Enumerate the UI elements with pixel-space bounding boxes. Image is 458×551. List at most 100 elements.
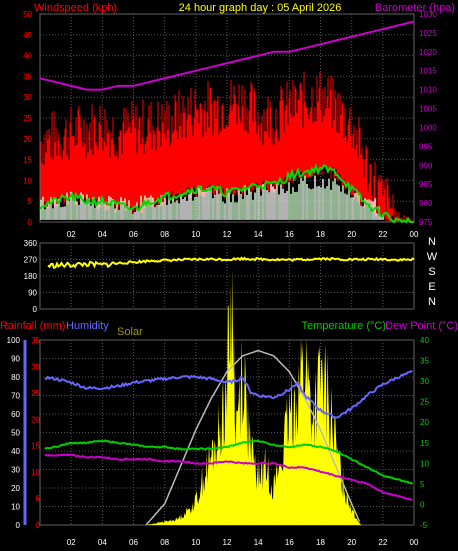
temperature-tick-label: 20 xyxy=(420,418,429,427)
temp-humidity-solar-panel: Rainfall (mm) Humidity Solar Temperature… xyxy=(0,267,458,547)
rainfall-ticks: 0 5 10 15 20 25 30 35 xyxy=(31,336,40,530)
temperature-tick-label: 15 xyxy=(420,439,429,448)
temperature-tick-label: 35 xyxy=(420,357,429,366)
windspeed-tick-label: 30 xyxy=(23,93,32,102)
direction-tick-label: 0 xyxy=(33,305,38,314)
direction-tick-label: 90 xyxy=(28,289,37,298)
barometer-ticks: 975 980 985 990 995 1000 1005 1010 1015 1020 1025 1… xyxy=(419,10,437,227)
x-tick-label: 14 xyxy=(254,538,263,547)
rainfall-axis-title: Rainfall (mm) xyxy=(0,320,65,332)
barometer-tick-label: 995 xyxy=(419,142,433,151)
wind-average-line xyxy=(39,162,415,224)
x-tick-label: 12 xyxy=(223,230,232,239)
x-tick-label: 22 xyxy=(378,538,387,547)
x-tick-label: 02 xyxy=(67,230,76,239)
windspeed-tick-label: 25 xyxy=(23,114,32,123)
x-tick-label: 10 xyxy=(191,230,200,239)
barometer-tick-label: 1015 xyxy=(419,67,437,76)
barometer-tick-label: 990 xyxy=(419,161,433,170)
rainfall-tick-label: 25 xyxy=(31,389,40,398)
x-tick-label: 16 xyxy=(285,538,294,547)
humidity-tick-label: 20 xyxy=(11,484,20,493)
compass-label: N xyxy=(428,236,436,248)
windspeed-tick-label: 50 xyxy=(23,10,32,19)
x-tick-label: 20 xyxy=(347,538,356,547)
humidity-tick-label: 60 xyxy=(11,410,20,419)
humidity-ticks: 0 10 20 30 40 50 60 70 80 90 100 xyxy=(7,336,27,530)
windspeed-tick-label: 40 xyxy=(23,52,32,61)
x-tick-label: 12 xyxy=(223,538,232,547)
humidity-axis-title: Humidity xyxy=(66,320,109,332)
x-tick-label: 18 xyxy=(316,230,325,239)
x-tick-label: 14 xyxy=(254,230,263,239)
humidity-tick-label: 40 xyxy=(11,447,20,456)
x-tick-label: 00 xyxy=(410,538,419,547)
humidity-tick-label: 0 xyxy=(16,521,21,530)
x-tick-label: 04 xyxy=(98,538,107,547)
barometer-tick-label: 1030 xyxy=(419,10,437,19)
barometer-line xyxy=(39,20,415,91)
rainfall-tick-label: 5 xyxy=(36,495,41,504)
wind-x-tick-labels: 02 04 06 08 10 12 14 16 18 20 22 00 xyxy=(67,230,419,239)
temperature-tick-label: 5 xyxy=(420,480,425,489)
rainfall-tick-label: 0 xyxy=(36,521,41,530)
direction-grid xyxy=(40,242,414,310)
windspeed-tick-label: 0 xyxy=(28,218,33,227)
chart-title: 24 hour graph day : 05 April 2026 xyxy=(179,2,342,14)
x-tick-label: 02 xyxy=(67,538,76,547)
temperature-tick-label: 0 xyxy=(420,500,425,509)
x-tick-label: 16 xyxy=(285,230,294,239)
temperature-tick-label: 30 xyxy=(420,377,429,386)
barometer-tick-label: 1010 xyxy=(419,86,437,95)
temperature-tick-label: 25 xyxy=(420,398,429,407)
wind-direction-line xyxy=(47,256,415,270)
temperature-line xyxy=(44,439,414,485)
barometer-axis-title: Barometer (hpa) xyxy=(375,2,455,14)
wind-gust-series xyxy=(40,71,414,222)
windspeed-ticks: 0 5 10 15 20 25 30 35 40 45 50 xyxy=(23,10,32,227)
rainfall-tick-label: 35 xyxy=(31,336,40,345)
windspeed-tick-label: 10 xyxy=(23,176,32,185)
temperature-tick-label: -5 xyxy=(420,521,428,530)
x-tick-label: 08 xyxy=(160,230,169,239)
humidity-tick-label: 50 xyxy=(11,429,20,438)
solar-radiation-area xyxy=(145,267,362,525)
x-tick-label: 10 xyxy=(191,538,200,547)
direction-tick-label: 180 xyxy=(24,272,38,281)
dewpoint-line xyxy=(44,453,413,501)
windspeed-tick-label: 45 xyxy=(23,31,32,40)
rainfall-tick-label: 10 xyxy=(31,468,40,477)
humidity-tick-label: 30 xyxy=(11,466,20,475)
windspeed-axis-title: Windspeed (kph) xyxy=(34,2,117,14)
temperature-ticks: -5 0 5 10 15 20 25 30 35 40 xyxy=(420,336,429,530)
humidity-line xyxy=(44,370,413,419)
x-tick-label: 22 xyxy=(378,230,387,239)
windspeed-tick-label: 15 xyxy=(23,156,32,165)
rainfall-tick-label: 15 xyxy=(31,442,40,451)
x-tick-label: 04 xyxy=(98,230,107,239)
compass-label: S xyxy=(428,266,435,278)
barometer-tick-label: 975 xyxy=(419,218,433,227)
windspeed-tick-label: 5 xyxy=(28,197,33,206)
x-tick-label: 00 xyxy=(410,230,419,239)
temp-x-tick-labels: 02 04 06 08 10 12 14 16 18 20 22 00 xyxy=(67,538,419,547)
rainfall-tick-label: 30 xyxy=(31,362,40,371)
rainfall-tick-label: 20 xyxy=(31,415,40,424)
temperature-tick-label: 10 xyxy=(420,459,429,468)
windspeed-tick-label: 20 xyxy=(23,135,32,144)
barometer-tick-label: 985 xyxy=(419,180,433,189)
solar-axis-title: Solar xyxy=(117,326,143,338)
compass-label: W xyxy=(427,251,438,263)
compass-label: E xyxy=(428,281,435,293)
humidity-tick-label: 90 xyxy=(11,355,20,364)
direction-ticks: 0 90 180 270 360 xyxy=(24,239,38,314)
barometer-tick-label: 1000 xyxy=(419,123,437,132)
temperature-axis-title: Temperature (°C) xyxy=(302,320,386,332)
humidity-tick-label: 80 xyxy=(11,373,20,382)
barometer-tick-label: 1020 xyxy=(419,48,437,57)
barometer-tick-label: 980 xyxy=(419,199,433,208)
